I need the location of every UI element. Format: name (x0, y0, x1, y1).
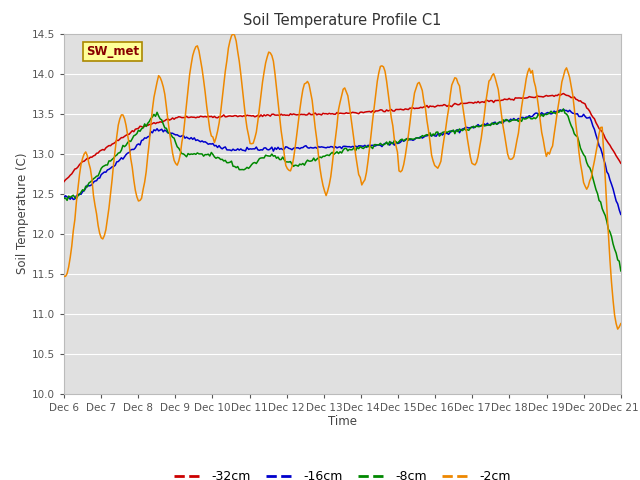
Title: Soil Temperature Profile C1: Soil Temperature Profile C1 (243, 13, 442, 28)
Legend: -32cm, -16cm, -8cm, -2cm: -32cm, -16cm, -8cm, -2cm (169, 465, 516, 480)
X-axis label: Time: Time (328, 415, 357, 429)
Y-axis label: Soil Temperature (C): Soil Temperature (C) (16, 153, 29, 275)
Text: SW_met: SW_met (86, 45, 140, 58)
